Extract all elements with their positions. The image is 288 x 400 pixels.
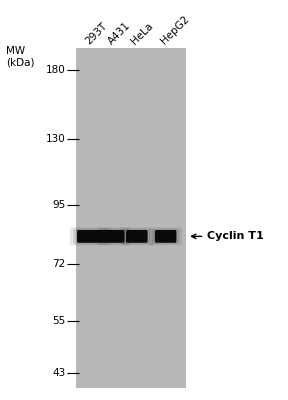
FancyBboxPatch shape <box>97 227 130 245</box>
FancyBboxPatch shape <box>120 227 153 245</box>
Text: 180: 180 <box>46 65 65 75</box>
FancyBboxPatch shape <box>126 230 147 243</box>
Text: MW
(kDa): MW (kDa) <box>6 46 34 68</box>
Text: 95: 95 <box>52 200 65 210</box>
Text: HeLa: HeLa <box>130 20 155 46</box>
Text: 293T: 293T <box>84 20 109 46</box>
FancyBboxPatch shape <box>73 229 108 244</box>
Bar <box>76 48 186 388</box>
Text: 55: 55 <box>52 316 65 326</box>
FancyBboxPatch shape <box>123 229 150 244</box>
Text: 130: 130 <box>46 134 65 144</box>
Text: HepG2: HepG2 <box>158 14 191 46</box>
Text: A431: A431 <box>107 20 133 46</box>
FancyBboxPatch shape <box>152 229 179 244</box>
Text: 43: 43 <box>52 368 65 378</box>
FancyBboxPatch shape <box>70 227 112 245</box>
FancyBboxPatch shape <box>149 227 182 245</box>
Text: Cyclin T1: Cyclin T1 <box>207 231 264 241</box>
FancyBboxPatch shape <box>100 229 127 244</box>
Text: 72: 72 <box>52 259 65 269</box>
FancyBboxPatch shape <box>77 230 104 243</box>
FancyBboxPatch shape <box>155 230 176 243</box>
FancyBboxPatch shape <box>103 230 125 243</box>
